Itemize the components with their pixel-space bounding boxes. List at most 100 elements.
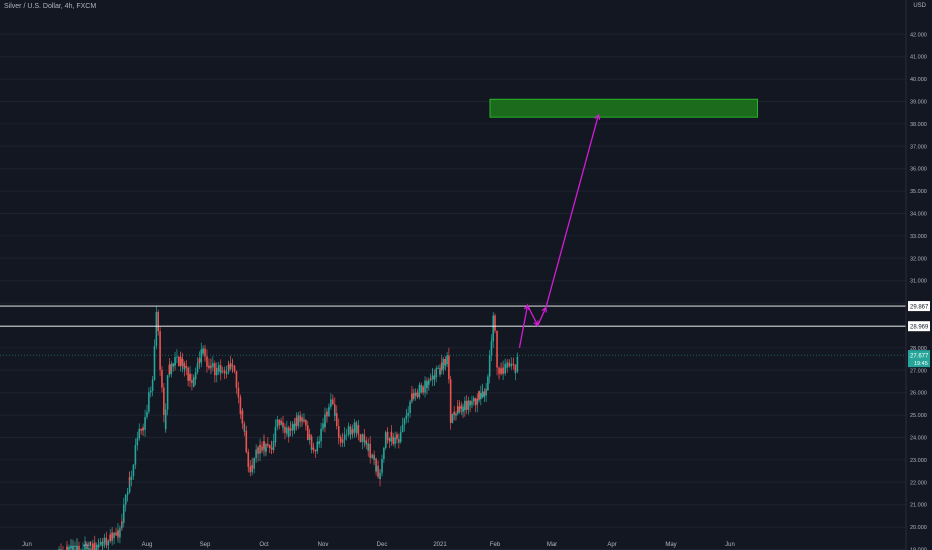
price-tick-label: 33.000 xyxy=(910,234,927,240)
candle-body xyxy=(105,544,108,546)
candle-body xyxy=(274,426,277,443)
price-tick-label: 24.000 xyxy=(910,436,927,442)
candle-body xyxy=(407,413,409,416)
candle-body xyxy=(216,368,218,370)
candle-body xyxy=(235,378,238,388)
candle-body xyxy=(310,447,313,450)
time-axis[interactable]: Jun Jul Aug Sep Oct Nov Dec 2021 Feb Mar Apr May Jun xyxy=(22,542,735,548)
candle-body xyxy=(314,450,317,452)
candle-body xyxy=(437,367,439,369)
candle-body xyxy=(483,395,486,397)
candle-body xyxy=(278,419,281,424)
candle-body xyxy=(270,447,273,450)
candle-body xyxy=(326,411,328,417)
candle-body xyxy=(272,441,275,450)
price-tick-label: 31.000 xyxy=(910,279,927,285)
candle-body xyxy=(512,364,515,365)
last-price-label: 27.677 xyxy=(910,353,929,359)
candle-body xyxy=(168,364,171,374)
candle-body xyxy=(76,545,78,550)
candle-body xyxy=(247,466,250,467)
candle-body xyxy=(401,429,404,433)
price-tick-label: 34.000 xyxy=(910,212,927,218)
price-axis[interactable]: 42.000 41.000 40.000 39.000 38.000 37.000 36.0… xyxy=(905,0,932,550)
candle-body xyxy=(202,348,204,354)
candle-body xyxy=(420,386,423,393)
candle-body xyxy=(409,401,411,404)
candle-body xyxy=(299,415,301,422)
candle-body xyxy=(403,418,406,423)
price-tick-label: 25.000 xyxy=(910,413,927,419)
candle-body xyxy=(383,447,385,453)
candle-body xyxy=(433,376,436,380)
candle-body xyxy=(149,390,152,392)
candle-body xyxy=(471,401,473,403)
candle-body xyxy=(426,382,428,388)
candle-body xyxy=(107,540,110,544)
candle-body xyxy=(267,444,269,446)
candle-body xyxy=(334,413,336,416)
time-tick-label: Sep xyxy=(200,542,211,548)
candle-body xyxy=(367,443,370,451)
candle-body xyxy=(178,363,180,366)
candle-body xyxy=(365,443,368,445)
projection-path xyxy=(518,114,600,349)
candle-body xyxy=(451,414,454,423)
price-tick-label: 42.000 xyxy=(910,32,927,38)
price-tick-label: 36.000 xyxy=(910,167,927,173)
candle-body xyxy=(291,423,294,430)
candle-body xyxy=(111,532,113,539)
candle-body xyxy=(353,422,356,432)
candle-body xyxy=(134,452,137,465)
candle-body xyxy=(183,363,186,370)
candle-body xyxy=(109,534,112,541)
candle-body xyxy=(483,391,486,397)
candle-body xyxy=(488,359,491,377)
candle-body xyxy=(170,363,173,365)
price-tick-label: 39.000 xyxy=(910,100,927,106)
candle-body xyxy=(504,364,506,365)
grid-lines xyxy=(0,33,906,550)
candle-body xyxy=(163,394,165,415)
candle-body xyxy=(320,428,322,437)
candle-body xyxy=(440,362,443,370)
candle-body xyxy=(318,441,320,444)
candle-body xyxy=(295,417,298,427)
candle-body xyxy=(480,393,482,400)
candle-body xyxy=(93,542,96,549)
candle-body xyxy=(396,434,398,440)
candle-body xyxy=(449,379,452,404)
candle-body xyxy=(134,445,137,453)
candle-body xyxy=(355,426,358,433)
candle-body xyxy=(388,438,391,442)
time-tick-label: Aug xyxy=(142,542,153,548)
target-zone xyxy=(489,98,759,118)
candle-body xyxy=(92,543,94,550)
candle-body xyxy=(465,400,468,410)
price-tick-label: 23.000 xyxy=(910,458,927,464)
candle-body xyxy=(373,458,375,460)
candle-body xyxy=(381,459,383,470)
candle-body xyxy=(322,423,324,428)
candle-body xyxy=(161,369,163,388)
candle-body xyxy=(196,363,199,365)
candle-body xyxy=(442,359,445,369)
candle-body xyxy=(229,363,232,367)
candle-body xyxy=(183,367,186,370)
candle-body xyxy=(206,356,208,367)
candle-body xyxy=(386,437,389,440)
candle-body xyxy=(151,384,154,391)
candle-body xyxy=(200,349,203,357)
candle-body xyxy=(498,367,500,373)
candle-body xyxy=(345,434,348,436)
candle-body xyxy=(460,405,463,409)
candle-body xyxy=(496,345,498,368)
candle-body xyxy=(276,419,279,425)
candle-body xyxy=(330,399,332,407)
candle-body xyxy=(247,451,250,467)
candle-body xyxy=(453,412,455,415)
candle-body xyxy=(153,363,156,380)
candle-body xyxy=(312,448,315,451)
candle-body xyxy=(492,329,495,342)
